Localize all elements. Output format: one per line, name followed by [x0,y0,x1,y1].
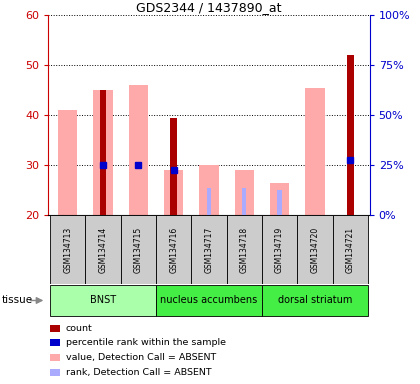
Title: GDS2344 / 1437890_at: GDS2344 / 1437890_at [136,1,282,14]
Bar [156,285,262,316]
Bar [262,215,297,284]
Bar [333,215,368,284]
Text: GSM134714: GSM134714 [99,227,108,273]
Bar [191,215,227,284]
Text: GSM134718: GSM134718 [240,227,249,273]
Bar [234,170,254,215]
Text: GSM134721: GSM134721 [346,227,354,273]
Text: GSM134715: GSM134715 [134,227,143,273]
Bar [93,90,113,215]
Bar [121,215,156,284]
Bar [227,215,262,284]
Bar [242,187,247,215]
Text: tissue: tissue [2,295,33,306]
Text: GSM134713: GSM134713 [63,227,72,273]
Text: percentile rank within the sample: percentile rank within the sample [66,338,226,348]
Text: dorsal striatum: dorsal striatum [278,295,352,306]
Text: GSM134719: GSM134719 [275,227,284,273]
Bar [156,215,191,284]
Bar [164,170,184,215]
Text: GSM134720: GSM134720 [310,227,319,273]
Bar [100,90,106,215]
Bar [270,182,289,215]
Text: nucleus accumbens: nucleus accumbens [160,295,257,306]
Bar [129,85,148,215]
Text: BNST: BNST [90,295,116,306]
Text: GSM134717: GSM134717 [205,227,213,273]
Bar [262,285,368,316]
Bar [278,190,282,215]
Bar [297,215,333,284]
Text: rank, Detection Call = ABSENT: rank, Detection Call = ABSENT [66,367,212,377]
Bar [199,165,219,215]
Bar [85,215,121,284]
Text: GSM134716: GSM134716 [169,227,178,273]
Text: count: count [66,324,93,333]
Bar [170,118,177,215]
Bar [50,285,156,316]
Text: value, Detection Call = ABSENT: value, Detection Call = ABSENT [66,353,216,362]
Bar [347,55,354,215]
Bar [50,215,85,284]
Bar [207,187,211,215]
Bar [58,110,77,215]
Bar [305,88,325,215]
